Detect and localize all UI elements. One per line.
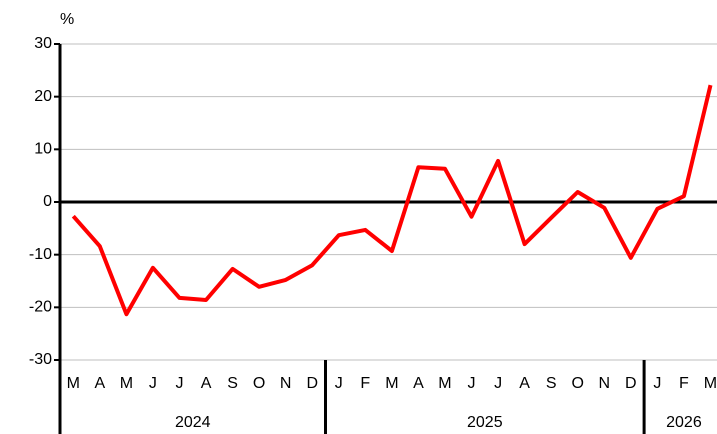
x-tick-label: J [175, 375, 183, 392]
x-group-label: 2025 [467, 414, 503, 431]
x-tick-label: M [385, 375, 398, 392]
x-tick-label: J [653, 375, 661, 392]
x-tick-label: M [67, 375, 80, 392]
x-tick-label: J [335, 375, 343, 392]
y-tick-label: 30 [34, 35, 52, 52]
y-tick-label: 10 [34, 141, 52, 158]
x-tick-label: O [571, 375, 583, 392]
x-tick-label: M [120, 375, 133, 392]
x-tick-label: N [598, 375, 610, 392]
y-tick-label: -20 [29, 299, 52, 316]
x-tick-label: M [438, 375, 451, 392]
x-group-label: 2026 [666, 414, 702, 431]
y-axis-label: % [60, 11, 74, 28]
x-tick-label: J [149, 375, 157, 392]
x-tick-label: M [704, 375, 717, 392]
data-line [71, 84, 713, 317]
x-tick-label: A [413, 375, 424, 392]
x-tick-label: F [360, 375, 370, 392]
x-group-label: 2024 [175, 414, 211, 431]
x-tick-label: D [625, 375, 637, 392]
y-tick-label: -30 [29, 351, 52, 368]
x-tick-label: D [306, 375, 318, 392]
x-tick-label: S [546, 375, 557, 392]
y-tick-label: 20 [34, 88, 52, 105]
x-tick-label: J [494, 375, 502, 392]
y-tick-label: -10 [29, 246, 52, 263]
x-tick-label: A [519, 375, 530, 392]
x-tick-label: S [227, 375, 238, 392]
x-tick-label: O [253, 375, 265, 392]
x-tick-label: A [201, 375, 212, 392]
x-tick-label: A [94, 375, 105, 392]
x-tick-label: F [679, 375, 689, 392]
x-tick-label: N [280, 375, 292, 392]
y-tick-label: 0 [43, 193, 52, 210]
x-tick-label: J [468, 375, 476, 392]
